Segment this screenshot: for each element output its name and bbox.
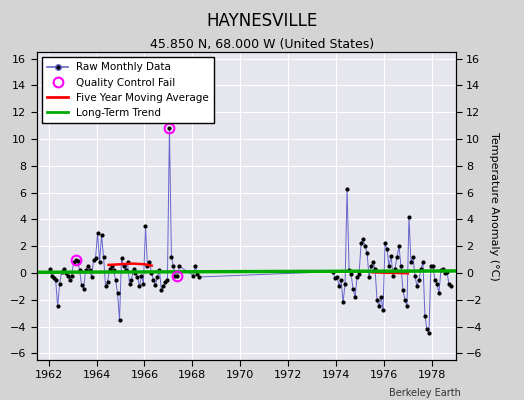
Text: HAYNESVILLE: HAYNESVILLE bbox=[206, 12, 318, 30]
Legend: Raw Monthly Data, Quality Control Fail, Five Year Moving Average, Long-Term Tren: Raw Monthly Data, Quality Control Fail, … bbox=[42, 57, 214, 123]
Text: 45.850 N, 68.000 W (United States): 45.850 N, 68.000 W (United States) bbox=[150, 38, 374, 51]
Y-axis label: Temperature Anomaly (°C): Temperature Anomaly (°C) bbox=[489, 132, 499, 280]
Text: Berkeley Earth: Berkeley Earth bbox=[389, 388, 461, 398]
